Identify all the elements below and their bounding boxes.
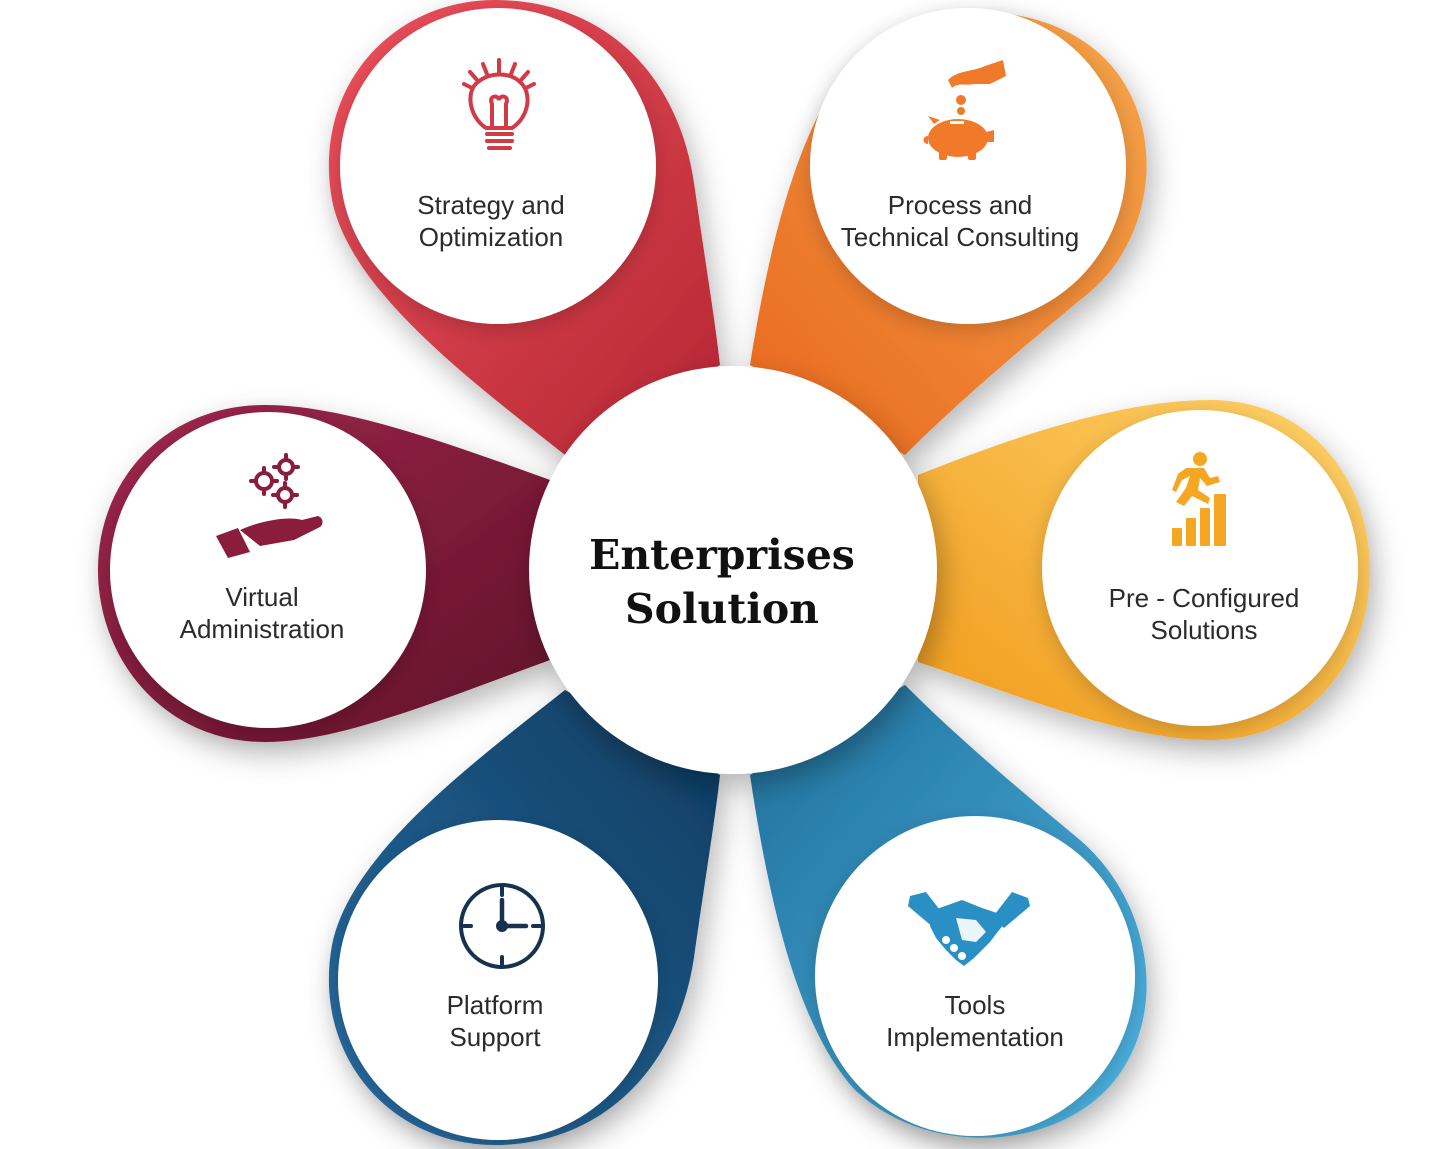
node-label-platform-line1: Platform: [446, 990, 544, 1020]
lightbulb-icon: [462, 58, 536, 150]
node-label-preconfigured: Pre - Configured Solutions: [1054, 582, 1354, 646]
node-label-strategy-line2: Optimization: [418, 222, 564, 252]
node-circle-tools: [815, 816, 1135, 1136]
node-label-process-line2: Technical Consulting: [840, 222, 1080, 252]
node-circle-platform: [338, 820, 658, 1140]
node-label-tools: Tools Implementation: [825, 989, 1125, 1053]
node-label-preconfigured-line1: Pre - Configured: [1108, 583, 1300, 613]
center-title-line1: Enterprises: [589, 531, 855, 579]
piggy-bank-coin-icon: [923, 60, 1006, 160]
node-label-strategy: Strategy and Optimization: [341, 189, 641, 253]
node-label-strategy-line1: Strategy and: [417, 190, 565, 220]
center-circle: [529, 366, 937, 774]
handshake-icon: [908, 892, 1030, 966]
node-label-virtual-line2: Administration: [179, 614, 345, 644]
node-label-preconfigured-line2: Solutions: [1150, 615, 1258, 645]
hand-gears-icon: [216, 453, 323, 558]
node-label-tools-line2: Implementation: [886, 1022, 1064, 1052]
node-circle-process: [810, 8, 1126, 324]
node-label-virtual-line1: Virtual: [225, 582, 299, 612]
climbing-growth-chart-icon: [1172, 452, 1226, 546]
node-circle-virtual: [110, 412, 426, 728]
clock-icon: [459, 883, 545, 969]
node-label-platform: Platform Support: [345, 989, 645, 1053]
node-label-process: Process and Technical Consulting: [810, 189, 1110, 253]
node-label-tools-line1: Tools: [944, 990, 1006, 1020]
node-label-virtual: Virtual Administration: [112, 581, 412, 645]
node-label-process-line1: Process and: [887, 190, 1033, 220]
center-title: Enterprises Solution: [534, 528, 910, 636]
node-circle-preconfigured: [1042, 410, 1358, 726]
node-label-platform-line2: Support: [449, 1022, 541, 1052]
center-title-line2: Solution: [624, 585, 819, 633]
node-circle-strategy: [340, 8, 656, 324]
